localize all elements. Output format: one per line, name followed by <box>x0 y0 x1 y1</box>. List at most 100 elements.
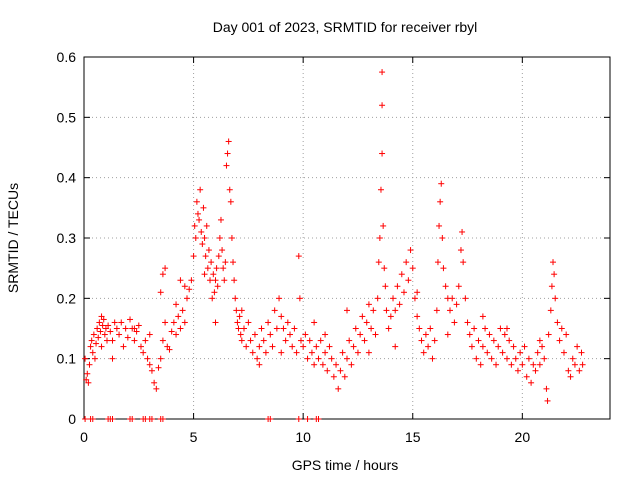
data-point <box>295 416 302 422</box>
data-point <box>503 355 510 362</box>
data-point <box>159 416 166 422</box>
data-point <box>302 331 309 338</box>
data-point <box>190 253 197 260</box>
data-point <box>350 343 357 350</box>
data-point <box>322 349 329 356</box>
data-point <box>554 319 561 326</box>
data-point <box>186 286 193 293</box>
data-point <box>271 307 278 314</box>
data-point <box>251 331 258 338</box>
data-point <box>379 102 386 109</box>
data-point <box>400 289 407 296</box>
data-point <box>209 295 216 302</box>
data-point <box>324 367 331 374</box>
data-point <box>431 337 438 344</box>
data-point <box>322 331 329 338</box>
data-point <box>238 307 245 314</box>
data-point <box>214 283 221 290</box>
data-point <box>191 222 198 229</box>
data-point <box>237 331 244 338</box>
data-point <box>297 337 304 344</box>
data-point <box>477 361 484 368</box>
data-point <box>232 295 239 302</box>
data-point <box>98 313 105 320</box>
data-point <box>499 349 506 356</box>
data-point <box>359 313 366 320</box>
data-point <box>208 259 215 266</box>
data-point <box>99 322 106 329</box>
data-point <box>230 259 237 266</box>
data-point <box>464 319 471 326</box>
x-tick-label: 10 <box>295 429 311 445</box>
data-point <box>193 198 200 205</box>
data-point <box>579 361 586 368</box>
data-point <box>91 355 98 362</box>
data-point <box>486 331 493 338</box>
data-point <box>207 277 214 284</box>
data-points <box>82 69 586 422</box>
data-point <box>376 235 383 241</box>
data-point <box>304 416 311 422</box>
data-point <box>90 331 97 338</box>
data-point <box>379 150 386 157</box>
data-point <box>381 265 388 272</box>
data-point <box>86 361 93 368</box>
data-point <box>382 283 389 290</box>
data-point <box>146 331 153 338</box>
data-point <box>101 331 108 338</box>
data-point <box>547 307 554 314</box>
data-point <box>479 313 486 320</box>
x-tick-label: 5 <box>190 429 198 445</box>
data-point <box>166 346 173 353</box>
data-point <box>319 361 326 368</box>
data-point <box>363 319 370 326</box>
data-point <box>313 343 320 350</box>
data-point <box>120 343 127 350</box>
data-point <box>545 331 552 338</box>
data-point <box>296 295 303 302</box>
data-point <box>140 349 147 356</box>
data-point <box>159 271 166 278</box>
data-point <box>569 355 576 362</box>
data-point <box>177 325 184 332</box>
data-point <box>348 361 355 368</box>
data-point <box>245 319 252 326</box>
data-point <box>109 337 116 344</box>
y-tick-label: 0 <box>68 411 76 427</box>
data-point <box>539 343 546 350</box>
data-point <box>455 283 462 290</box>
data-point <box>157 289 164 296</box>
data-point <box>315 416 322 422</box>
data-point <box>300 343 307 350</box>
data-point <box>199 241 206 248</box>
data-point <box>574 343 581 350</box>
data-point <box>267 416 274 422</box>
data-point <box>146 361 153 368</box>
data-point <box>528 379 535 386</box>
data-point <box>217 216 224 223</box>
x-tick-label: 0 <box>80 429 88 445</box>
data-point <box>181 319 188 326</box>
data-point <box>365 349 372 356</box>
data-point <box>484 349 491 356</box>
chart-title: Day 001 of 2023, SRMTID for receiver rby… <box>213 19 478 35</box>
data-point <box>96 319 103 326</box>
data-point <box>87 343 94 350</box>
data-point <box>100 316 107 323</box>
data-point <box>420 349 427 356</box>
data-point <box>240 325 247 332</box>
data-point <box>291 325 298 332</box>
y-tick-label: 0.1 <box>57 351 77 367</box>
data-point <box>536 361 543 368</box>
data-point <box>453 301 460 308</box>
data-point <box>196 216 203 223</box>
axis-ticks: 0 0.1 0.2 0.3 0.4 0.5 0.6 0 5 10 15 20 <box>57 49 610 445</box>
data-point <box>438 180 445 187</box>
data-point <box>194 210 201 217</box>
data-point <box>311 319 318 326</box>
data-point <box>440 265 447 272</box>
data-point <box>224 150 231 157</box>
data-point <box>223 162 230 169</box>
data-point <box>427 325 434 332</box>
data-point <box>113 325 120 332</box>
